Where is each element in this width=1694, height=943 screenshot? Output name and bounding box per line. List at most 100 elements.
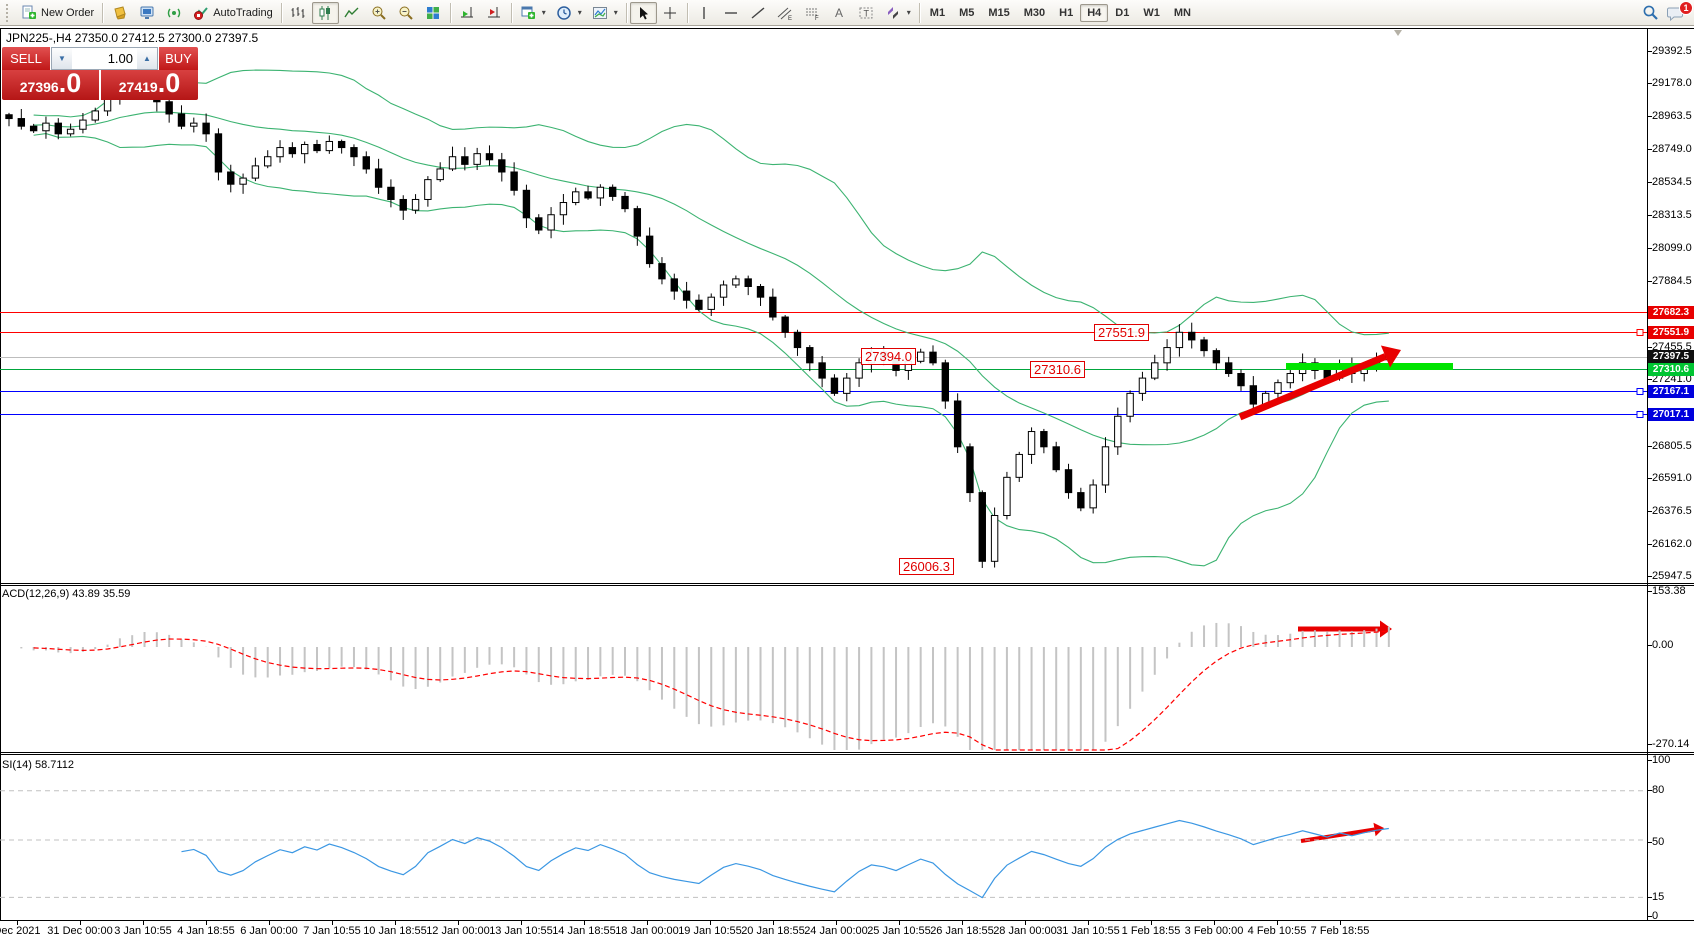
candle-body xyxy=(608,186,617,197)
fibonacci-tool[interactable]: F xyxy=(799,2,826,24)
candle-body xyxy=(978,492,986,562)
volume-decrease-button[interactable]: ▼ xyxy=(52,48,72,69)
chart-title: JPN225-,H4 27350.0 27412.5 27300.0 27397… xyxy=(6,31,259,45)
new-order-button[interactable]: New Order xyxy=(15,2,99,24)
text-tool[interactable]: A xyxy=(826,2,853,24)
timeframe-h4[interactable]: H4 xyxy=(1080,3,1109,22)
candle-body xyxy=(1015,453,1023,478)
candle-body xyxy=(1003,476,1011,517)
candle-body xyxy=(1249,385,1258,405)
vertical-line-tool[interactable] xyxy=(691,2,718,24)
candle-body xyxy=(1175,331,1184,349)
new-chart-dropdown[interactable]: ▾ xyxy=(515,2,551,24)
sell-button[interactable]: SELL xyxy=(2,47,50,70)
trend-arrow[interactable] xyxy=(1300,827,1375,843)
volume-input[interactable] xyxy=(72,48,137,69)
chat-notification-icon[interactable]: 1 xyxy=(1665,0,1693,21)
candle-body xyxy=(424,179,432,200)
timeframe-m15[interactable]: M15 xyxy=(988,6,1010,19)
candle-body xyxy=(732,278,740,286)
cursor-icon xyxy=(635,5,652,21)
candle-body xyxy=(66,128,75,135)
hline-handle[interactable] xyxy=(1636,388,1644,395)
timeframe-d1[interactable]: D1 xyxy=(1115,6,1130,19)
horizontal-line-tool[interactable] xyxy=(718,2,745,24)
timeframe-h1[interactable]: H1 xyxy=(1059,6,1074,19)
profiles-button[interactable] xyxy=(106,2,133,24)
candle-body xyxy=(177,113,186,127)
bollinger-upper xyxy=(33,69,1389,336)
sell-price-button[interactable]: 27396 .0 xyxy=(2,70,99,100)
text-label-tool[interactable]: T xyxy=(853,2,880,24)
candle-body xyxy=(1052,446,1060,471)
timeframe-mn[interactable]: MN xyxy=(1173,6,1191,19)
scroll-position-marker xyxy=(1394,30,1402,36)
chart-shift-button[interactable] xyxy=(481,2,508,24)
candle-body xyxy=(251,165,260,179)
tile-windows-icon xyxy=(425,5,442,21)
candle-body xyxy=(966,446,974,494)
timeframe-m5[interactable]: M5 xyxy=(959,6,975,19)
signals-button[interactable] xyxy=(160,2,187,24)
candle-body xyxy=(670,278,678,292)
buy-button[interactable]: BUY xyxy=(159,47,198,70)
candle-body xyxy=(645,235,654,265)
candle-body xyxy=(1040,431,1048,448)
candlestick-chart-button[interactable] xyxy=(311,1,339,24)
buy-price-button[interactable]: 27419 .0 xyxy=(101,70,198,100)
trend-arrow-head xyxy=(1380,345,1401,368)
candle-body xyxy=(1138,377,1147,394)
timeframe-m1[interactable]: M1 xyxy=(929,6,946,19)
hline-handle[interactable] xyxy=(1636,329,1644,336)
separator xyxy=(918,2,920,23)
toolbar-grip[interactable] xyxy=(6,3,12,22)
candle-body xyxy=(929,351,937,364)
candle-body xyxy=(1114,415,1122,448)
new-order-label: New Order xyxy=(41,6,95,19)
trendline-icon xyxy=(750,5,767,21)
timeframe-group: M1 M5 M15 M30 H1 H4 D1 W1 MN xyxy=(923,3,1198,22)
line-chart-button[interactable] xyxy=(339,2,366,24)
svg-text:T: T xyxy=(864,8,870,18)
candle-body xyxy=(1224,362,1233,375)
zoom-out-button[interactable] xyxy=(393,2,420,24)
periods-dropdown[interactable]: ▾ xyxy=(551,2,587,24)
candle-body xyxy=(350,147,358,158)
cursor-tool-button[interactable] xyxy=(629,1,657,24)
search-icon[interactable] xyxy=(1642,5,1659,21)
arrows-dropdown[interactable]: ▾ xyxy=(880,2,916,24)
auto-scroll-button[interactable] xyxy=(454,2,481,24)
autotrading-button[interactable]: AutoTrading xyxy=(187,2,278,24)
crosshair-tool-button[interactable] xyxy=(657,2,684,24)
bar-chart-button[interactable] xyxy=(285,2,312,24)
buy-price-frac: .0 xyxy=(157,68,181,98)
line-chart-icon xyxy=(344,5,361,21)
zoom-in-button[interactable] xyxy=(366,2,393,24)
caret-down-icon: ▾ xyxy=(906,8,911,17)
clock-icon xyxy=(556,5,573,21)
candle-body xyxy=(990,515,999,562)
equidistant-channel-tool[interactable]: E xyxy=(772,2,799,24)
templates-dropdown[interactable]: ▾ xyxy=(587,2,623,24)
template-icon xyxy=(592,5,609,21)
market-watch-button[interactable] xyxy=(133,2,160,24)
candle-body xyxy=(103,98,112,112)
timeframe-m30[interactable]: M30 xyxy=(1023,6,1046,19)
trend-arrow[interactable] xyxy=(1238,353,1387,421)
tile-windows-button[interactable] xyxy=(420,2,447,24)
hline-handle[interactable] xyxy=(1636,411,1644,418)
candle-body xyxy=(17,118,26,127)
candle-body xyxy=(448,156,457,170)
candle-body xyxy=(793,331,802,349)
candle-body xyxy=(818,362,826,379)
autotrading-label: AutoTrading xyxy=(213,6,273,19)
trendline-tool[interactable] xyxy=(745,2,772,24)
candle-body xyxy=(904,360,913,371)
macd-signal-line xyxy=(33,630,1389,751)
candle-body xyxy=(473,153,481,165)
timeframe-w1[interactable]: W1 xyxy=(1143,6,1160,19)
volume-increase-button[interactable]: ▲ xyxy=(137,48,157,69)
candle-body xyxy=(1212,350,1221,364)
candle-body xyxy=(1064,469,1073,494)
